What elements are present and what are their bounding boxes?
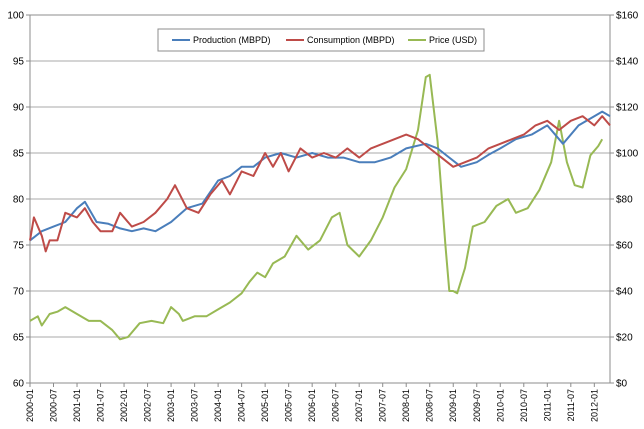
left-y-tick-label: 65 — [13, 333, 25, 344]
x-tick-label: 2003-01 — [166, 389, 176, 422]
legend: Production (MBPD) Consumption (MBPD) Pri… — [157, 28, 485, 52]
right-y-tick-label: $40 — [616, 287, 633, 298]
right-y-tick-label: $80 — [616, 195, 633, 206]
series-line-consumption-mbpd — [29, 115, 611, 253]
x-tick-label: 2004-07 — [237, 389, 247, 422]
left-y-tick-label: 80 — [13, 195, 25, 206]
right-y-tick-label: $100 — [616, 149, 639, 160]
right-y-tick-label: $140 — [616, 57, 639, 68]
x-tick-label: 2006-01 — [307, 389, 317, 422]
legend-box — [157, 28, 485, 52]
x-tick-label: 2011-01 — [542, 389, 552, 421]
x-tick-label: 2007-07 — [378, 389, 388, 422]
left-y-tick-label: 100 — [7, 11, 24, 22]
left-y-tick-label: 90 — [13, 103, 25, 114]
x-tick-label: 2004-01 — [213, 389, 223, 422]
left-y-axis: 60 65 70 75 80 85 90 95 100 — [7, 11, 30, 390]
left-y-tick-label: 95 — [13, 57, 25, 68]
series-lines — [29, 73, 611, 341]
x-tick-label: 2003-07 — [190, 389, 200, 422]
x-tick-label: 2002-01 — [119, 389, 129, 422]
x-tick-label: 2009-07 — [472, 389, 482, 422]
x-axis: 2000-01 2000-07 2001-01 2001-07 2002-01 2002-… — [25, 383, 599, 422]
series-line-price-usd — [29, 73, 604, 341]
right-y-tick-label: $0 — [616, 379, 628, 390]
x-tick-label: 2007-01 — [354, 389, 364, 422]
x-tick-label: 2005-01 — [260, 389, 270, 422]
x-tick-label: 2012-01 — [589, 389, 599, 422]
x-tick-label: 2008-01 — [401, 389, 411, 422]
legend-label-consumption: Consumption (MBPD) — [307, 35, 395, 45]
right-y-tick-label: $160 — [616, 11, 639, 22]
x-tick-label: 2009-01 — [448, 389, 458, 422]
x-tick-label: 2010-07 — [519, 389, 529, 422]
x-tick-label: 2006-07 — [331, 389, 341, 422]
x-tick-label: 2008-07 — [425, 389, 435, 422]
right-y-tick-label: $120 — [616, 103, 639, 114]
left-y-tick-label: 85 — [13, 149, 25, 160]
right-y-axis: $0 $20 $40 $60 $80 $100 $120 $140 $160 — [610, 11, 639, 390]
series-line-production-mbpd — [29, 110, 611, 242]
left-y-tick-label: 75 — [13, 241, 25, 252]
right-y-tick-label: $20 — [616, 333, 633, 344]
legend-label-production: Production (MBPD) — [193, 35, 271, 45]
legend-label-price: Price (USD) — [429, 35, 477, 45]
x-tick-label: 2001-07 — [96, 389, 106, 422]
x-tick-label: 2001-01 — [72, 389, 82, 422]
x-tick-label: 2000-07 — [49, 389, 59, 422]
x-tick-label: 2005-07 — [284, 389, 294, 422]
x-tick-label: 2010-01 — [495, 389, 505, 422]
right-y-tick-label: $60 — [616, 241, 633, 252]
left-y-tick-label: 60 — [13, 379, 25, 390]
left-y-tick-label: 70 — [13, 287, 25, 298]
x-tick-label: 2000-01 — [25, 389, 35, 422]
x-tick-label: 2002-07 — [143, 389, 153, 422]
x-tick-label: 2011-07 — [566, 389, 576, 421]
